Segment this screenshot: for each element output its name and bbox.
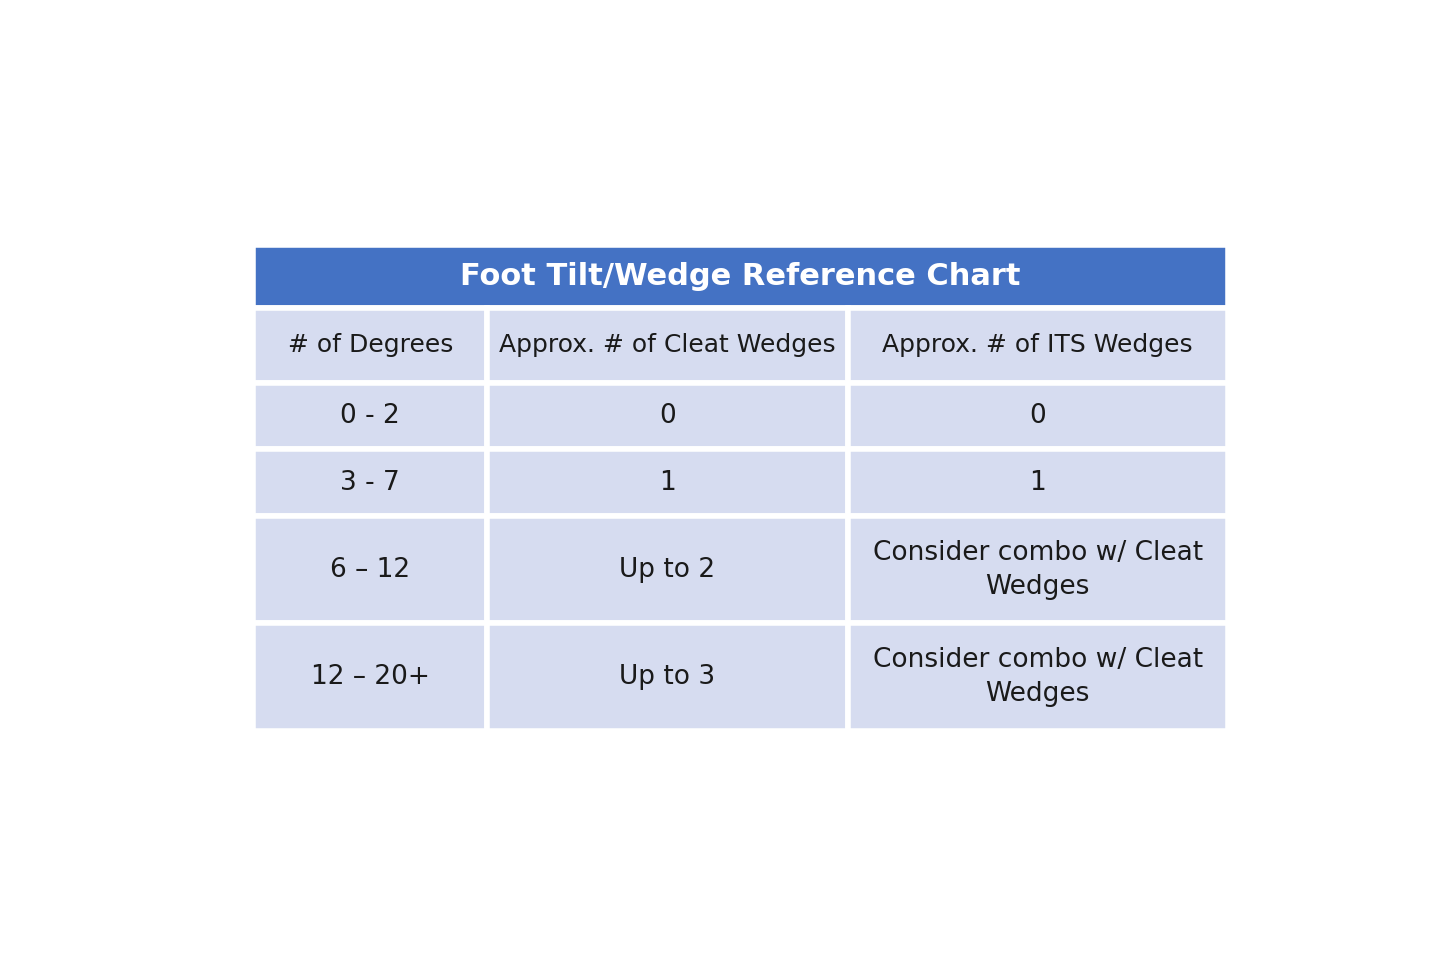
FancyBboxPatch shape xyxy=(487,308,848,382)
Text: 1: 1 xyxy=(659,470,676,496)
Text: 6 – 12: 6 – 12 xyxy=(331,557,410,583)
FancyBboxPatch shape xyxy=(487,449,848,516)
FancyBboxPatch shape xyxy=(848,449,1228,516)
FancyBboxPatch shape xyxy=(253,516,487,623)
Text: 3 - 7: 3 - 7 xyxy=(341,470,400,496)
FancyBboxPatch shape xyxy=(253,308,487,382)
Text: Approx. # of Cleat Wedges: Approx. # of Cleat Wedges xyxy=(499,333,835,357)
FancyBboxPatch shape xyxy=(848,382,1228,449)
Text: # of Degrees: # of Degrees xyxy=(288,333,454,357)
FancyBboxPatch shape xyxy=(253,382,487,449)
FancyBboxPatch shape xyxy=(487,516,848,623)
Text: 1: 1 xyxy=(1029,470,1046,496)
FancyBboxPatch shape xyxy=(848,308,1228,382)
FancyBboxPatch shape xyxy=(253,449,487,516)
Text: 0 - 2: 0 - 2 xyxy=(341,403,400,429)
FancyBboxPatch shape xyxy=(487,623,848,731)
Text: Foot Tilt/Wedge Reference Chart: Foot Tilt/Wedge Reference Chart xyxy=(461,262,1020,292)
FancyBboxPatch shape xyxy=(253,246,1228,308)
Text: Consider combo w/ Cleat
Wedges: Consider combo w/ Cleat Wedges xyxy=(873,647,1202,707)
Text: Consider combo w/ Cleat
Wedges: Consider combo w/ Cleat Wedges xyxy=(873,539,1202,600)
FancyBboxPatch shape xyxy=(487,382,848,449)
Text: 0: 0 xyxy=(659,403,676,429)
FancyBboxPatch shape xyxy=(253,623,487,731)
FancyBboxPatch shape xyxy=(848,623,1228,731)
Text: Up to 3: Up to 3 xyxy=(620,664,715,690)
Text: 12 – 20+: 12 – 20+ xyxy=(311,664,429,690)
Text: 0: 0 xyxy=(1029,403,1046,429)
Text: Approx. # of ITS Wedges: Approx. # of ITS Wedges xyxy=(883,333,1194,357)
FancyBboxPatch shape xyxy=(848,516,1228,623)
Text: Up to 2: Up to 2 xyxy=(620,557,715,583)
